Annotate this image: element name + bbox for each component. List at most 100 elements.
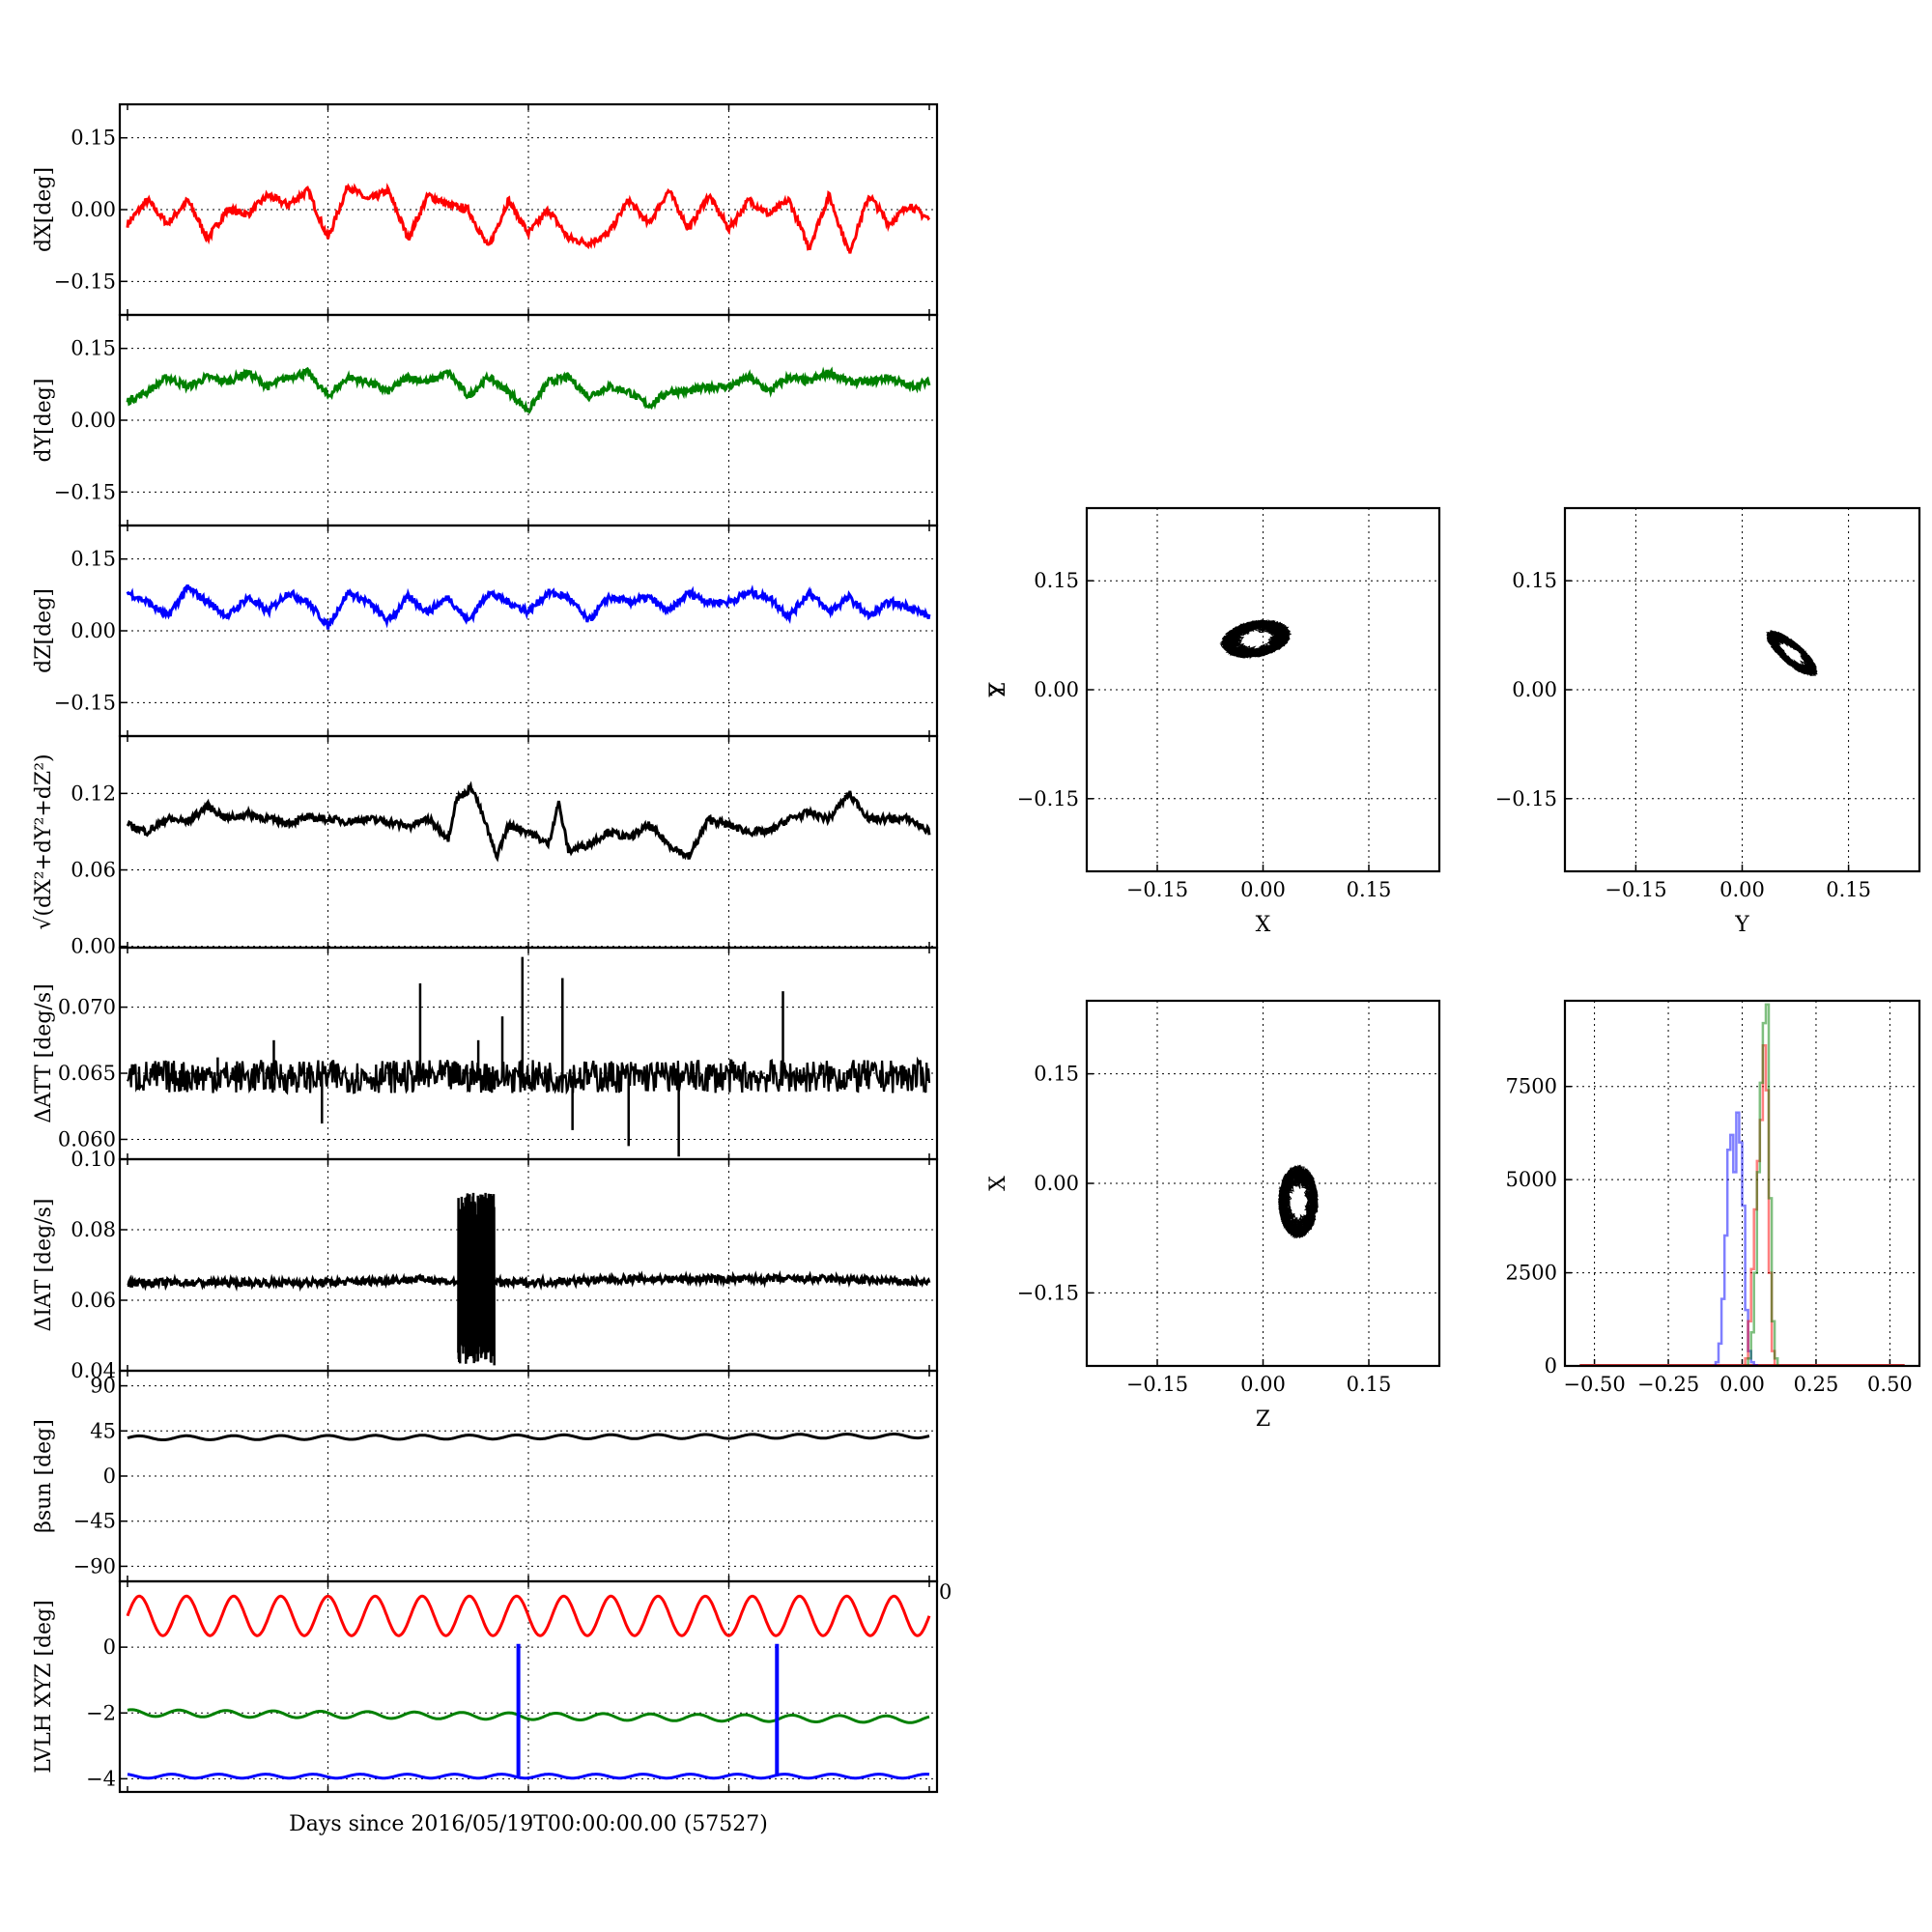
y-tick-label: 0.00 <box>1034 1172 1079 1195</box>
x-tick-label: −0.25 <box>1637 1373 1699 1396</box>
x-tick-label: 0.15 <box>1826 878 1871 901</box>
x-tick-label: 0.15 <box>1347 878 1392 901</box>
x-tick-label: 0.00 <box>1240 1373 1286 1396</box>
x-axis-label: Z <box>1256 1407 1270 1432</box>
axes-frame <box>1085 506 1441 873</box>
scatter-trace <box>1765 629 1818 676</box>
y-tick-label: 45 <box>90 1419 116 1442</box>
series-line <box>126 583 931 630</box>
y-axis-label: Y <box>986 682 1010 697</box>
y-axis-label: dY[deg] <box>32 379 56 463</box>
y-tick-label: 0.065 <box>58 1062 116 1085</box>
series-line <box>127 1708 930 1724</box>
y-tick-label: 0.10 <box>71 1148 116 1171</box>
y-tick-label: 0.08 <box>71 1218 116 1241</box>
y-tick-label: −0.15 <box>54 270 116 293</box>
panel-hist: −0.50 −0.25 0.00 0.25 0.50 7500 5000 2500 0 <box>1506 999 1921 1396</box>
x-tick-label: 0.25 <box>1794 1373 1839 1396</box>
y-tick-label: 0.04 <box>71 1359 116 1382</box>
histogram-step <box>1712 1111 1759 1366</box>
y-axis-label: ΔIAT [deg/s] <box>32 1199 56 1332</box>
x-tick-label: 0.00 <box>1719 1373 1765 1396</box>
series-line <box>127 1773 930 1780</box>
x-tick-label: −0.15 <box>1126 1373 1188 1396</box>
y-tick-label: 0.15 <box>71 127 116 150</box>
y-tick-label: 0.070 <box>58 996 116 1019</box>
y-axis-label: X <box>986 1176 1010 1191</box>
plot-area <box>1765 629 1818 676</box>
y-tick-label: 0.06 <box>71 1289 116 1312</box>
y-tick-label: 0.00 <box>71 198 116 221</box>
series-line <box>127 1433 930 1441</box>
y-tick-label: 0.00 <box>71 619 116 642</box>
x-axis-label: Y <box>1734 913 1749 937</box>
y-tick-label: 7500 <box>1506 1075 1557 1098</box>
y-axis-label: Z <box>986 682 1010 696</box>
plot-area <box>127 1192 931 1366</box>
y-tick-label: 0.00 <box>1512 678 1557 701</box>
y-tick-label: −0.15 <box>54 480 116 503</box>
y-tick-label: −4 <box>86 1767 116 1790</box>
x-axis-label: X <box>1256 913 1271 937</box>
y-axis-label: LVLH XYZ [deg] <box>32 1600 56 1774</box>
y-tick-label: 0.15 <box>1034 1063 1079 1086</box>
axes-frame <box>1563 506 1921 873</box>
x-tick-label: 0 <box>939 1580 952 1604</box>
time-series-stack: 0.15 0.00 −0.15 dX[deg] 0.15 0.00 −0.15 dY[deg]… <box>32 102 952 1836</box>
plot-area <box>127 956 931 1157</box>
series-line <box>126 183 931 254</box>
plot-area <box>1277 1164 1319 1239</box>
panel-dZ: 0.15 0.00 −0.15 dZ[deg] <box>32 524 939 738</box>
y-tick-label: −0.15 <box>1495 787 1557 810</box>
plot-area <box>126 183 931 254</box>
x-tick-label: 0.00 <box>1719 878 1765 901</box>
y-axis-label: dX[deg] <box>32 167 56 252</box>
plot-area <box>126 583 931 630</box>
panel-dY: 0.15 0.00 −0.15 dY[deg] <box>32 313 939 527</box>
y-axis-label: √(dX²+dY²+dZ²) <box>32 753 56 929</box>
plot-area <box>126 366 931 414</box>
plot-area <box>126 781 931 863</box>
y-tick-label: 0.06 <box>71 859 116 882</box>
y-tick-label: 0.00 <box>71 935 116 958</box>
y-tick-label: 0.15 <box>1512 569 1557 592</box>
y-tick-label: 0.00 <box>71 409 116 432</box>
y-tick-label: 0.15 <box>1034 569 1079 592</box>
panel-norm: 0.12 0.06 0.00 √(dX²+dY²+dZ²) <box>32 734 939 958</box>
x-tick-label: −0.15 <box>1605 878 1666 901</box>
panel-dIAT: 0.10 0.08 0.06 0.04 ΔIAT [deg/s] <box>32 1148 939 1382</box>
x-tick-label: 0.15 <box>1347 1373 1392 1396</box>
panel-dX: 0.15 0.00 −0.15 dX[deg] <box>32 102 939 317</box>
y-tick-label: 0.15 <box>71 337 116 360</box>
series-line <box>126 781 931 863</box>
series-line <box>126 366 931 414</box>
histogram-step <box>1742 1003 1779 1366</box>
y-tick-label: 0.15 <box>71 548 116 571</box>
y-tick-label: −0.15 <box>1017 787 1079 810</box>
x-tick-label: 0.00 <box>1240 878 1286 901</box>
series-line <box>126 1594 931 1637</box>
scatter-trace <box>1219 618 1293 660</box>
y-tick-label: 90 <box>90 1375 116 1398</box>
axes-frame <box>1085 999 1441 1368</box>
x-tick-label: −0.15 <box>1126 878 1188 901</box>
x-tick-label: 0.50 <box>1867 1373 1913 1396</box>
series-line <box>127 1056 931 1095</box>
y-tick-label: −0.15 <box>54 691 116 714</box>
y-tick-label: 2500 <box>1506 1262 1557 1285</box>
y-axis-label: dZ[deg] <box>32 588 56 673</box>
panel-lvlh: 0 −2 −4 LVLH XYZ [deg] Days since 2016/05/19… <box>32 1579 952 1836</box>
x-axis-label: Days since 2016/05/19T00:00:00.00 (57527… <box>289 1812 768 1836</box>
axes-frame <box>1563 999 1921 1368</box>
panel-ZX: −0.15 0.00 0.15 0.15 0.00 −0.15 Z X <box>986 999 1441 1432</box>
plot-area <box>127 1433 930 1441</box>
y-tick-label: −45 <box>73 1510 116 1533</box>
correlation-panels: −0.15 0.00 0.15 0.15 0.00 −0.15 X Y −0.15 0.00 0.1… <box>986 506 1921 1432</box>
y-axis-label: βsun [deg] <box>32 1419 56 1533</box>
x-tick-label: −0.50 <box>1563 1373 1625 1396</box>
y-tick-label: 5000 <box>1506 1168 1557 1191</box>
axes-frame <box>118 1579 939 1794</box>
y-tick-label: 0.060 <box>58 1127 116 1151</box>
